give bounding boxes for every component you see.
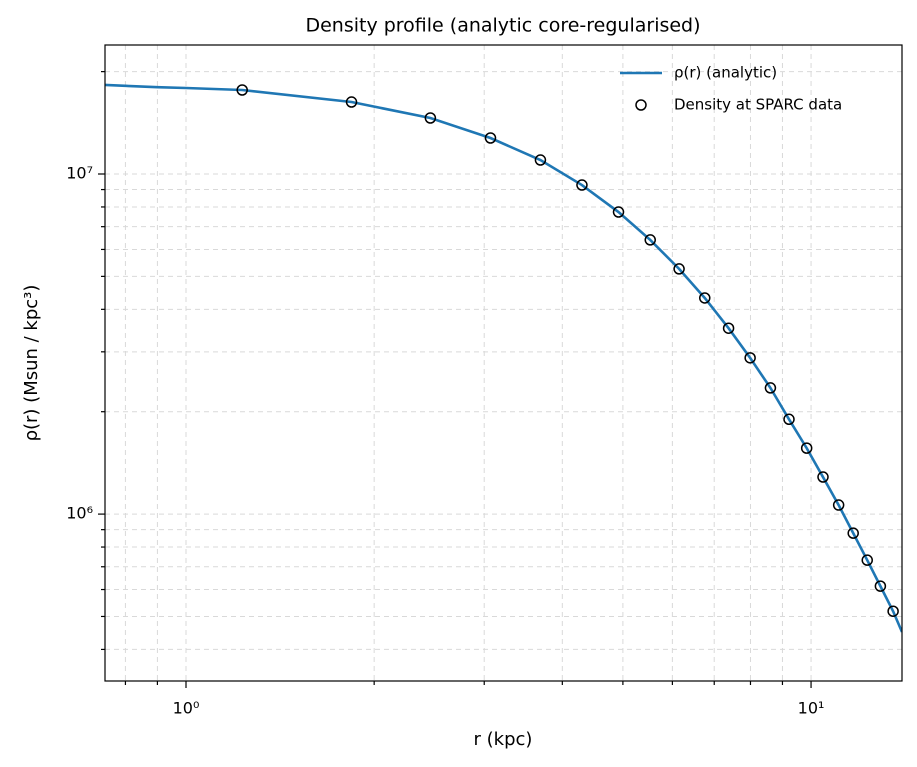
point (699, 292, 711, 304)
point (236, 84, 248, 96)
point (783, 413, 795, 426)
point (644, 234, 656, 246)
point (722, 322, 735, 334)
point (673, 263, 685, 275)
point (832, 499, 845, 511)
point (887, 605, 899, 617)
point (800, 442, 813, 454)
point (744, 352, 756, 364)
point (484, 132, 497, 144)
legend-swatch (635, 99, 647, 111)
point (576, 179, 588, 191)
point (874, 580, 887, 592)
y-axis-label: ρ(r) (Msun / kpc³) (21, 285, 42, 442)
y-tick-label: 10⁶ (66, 504, 93, 523)
point (345, 96, 358, 108)
legend-label: ρ(r) (analytic) (674, 64, 777, 82)
point (424, 112, 437, 124)
plot-frame (104, 44, 903, 682)
x-tick-label: 10¹ (798, 699, 825, 718)
point (764, 382, 777, 394)
point (861, 554, 873, 566)
legend-label: Density at SPARC data (674, 96, 842, 114)
line (105, 83, 902, 633)
chart-title: Density profile (analytic core-regularis… (305, 15, 700, 37)
point (612, 206, 625, 218)
point (817, 471, 829, 483)
x-axis-label: r (kpc) (474, 729, 533, 750)
point (534, 154, 547, 166)
x-tick-label: 10⁰ (173, 699, 200, 718)
y-tick-label: 10⁷ (66, 163, 93, 182)
point (847, 527, 859, 539)
